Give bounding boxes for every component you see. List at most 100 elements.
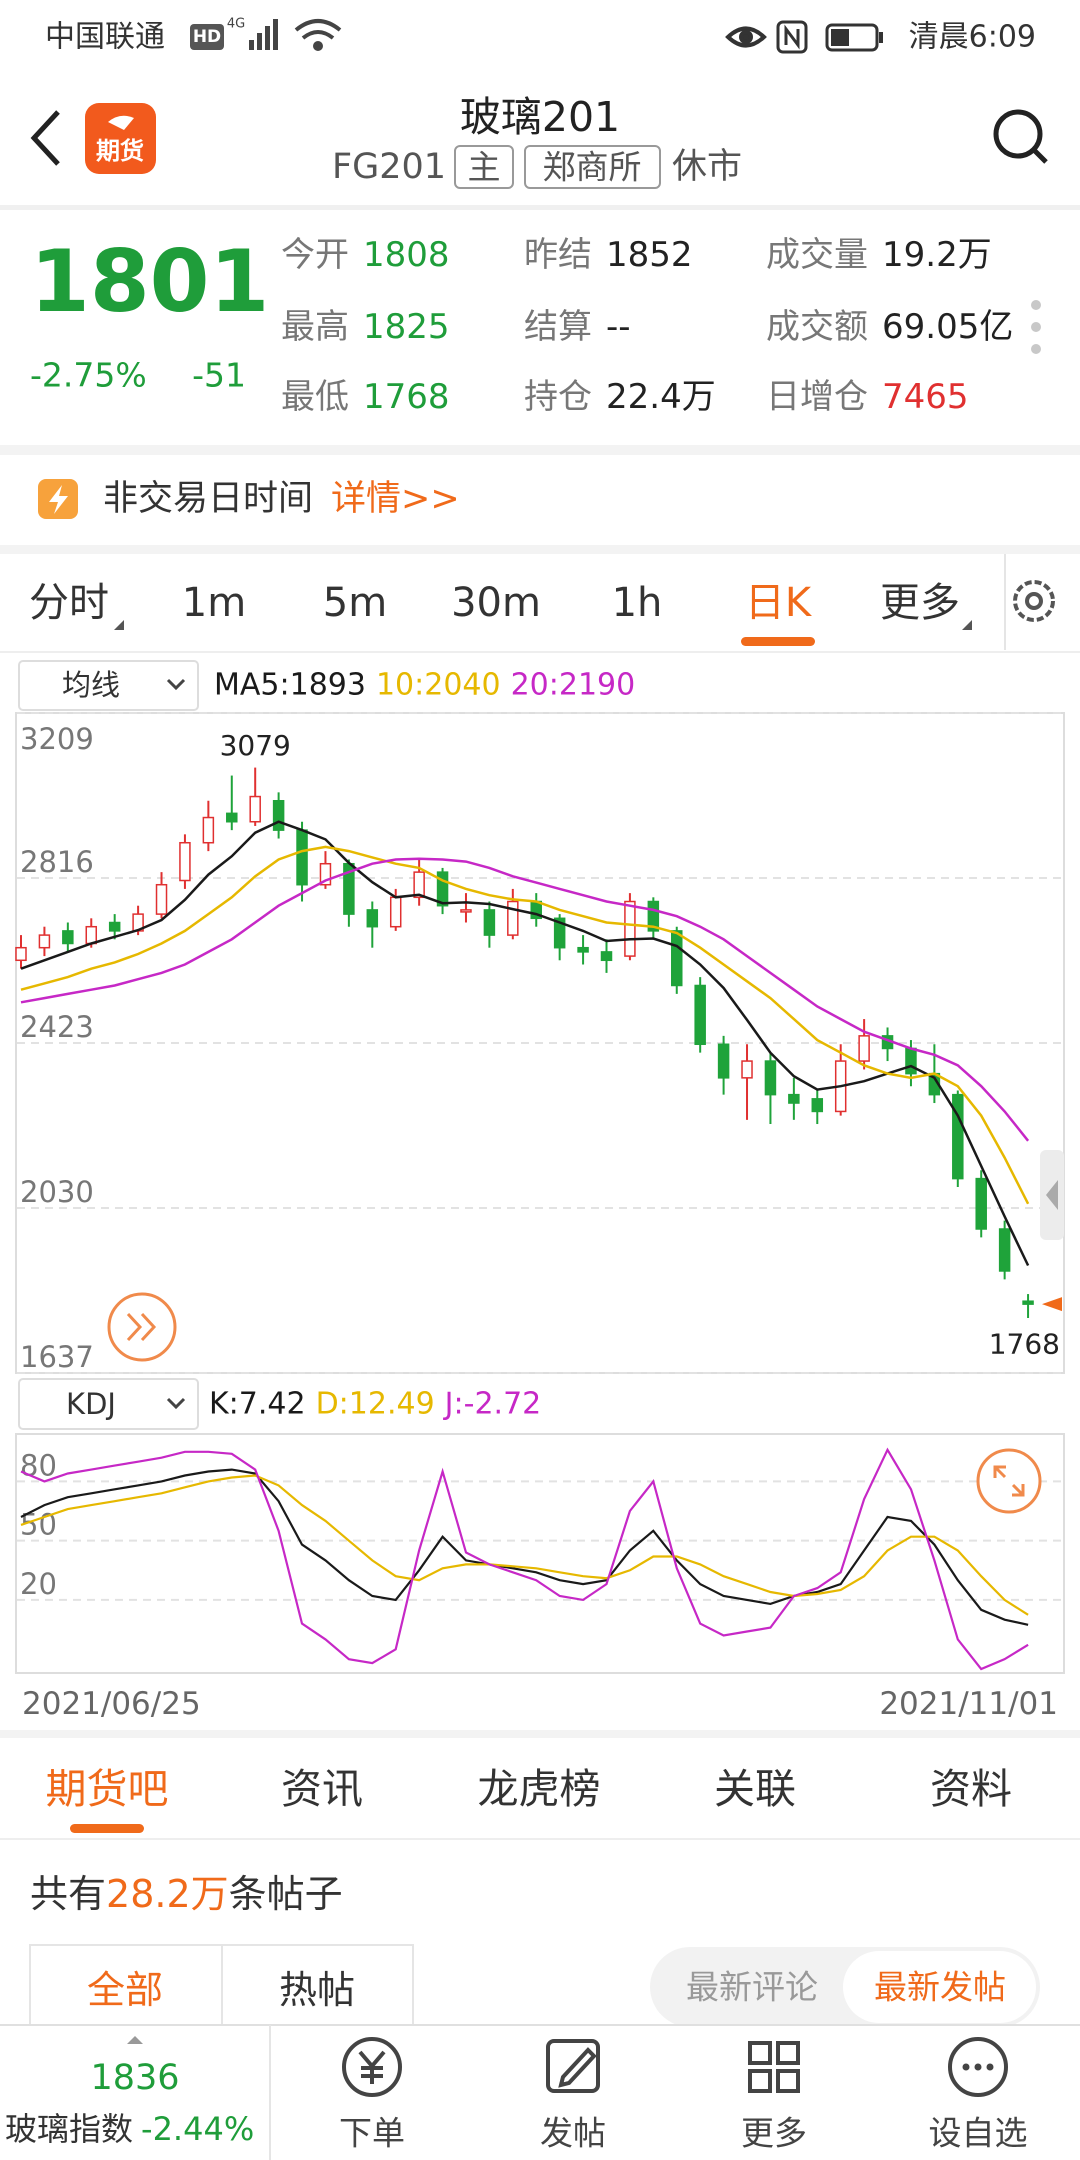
section-tab[interactable]: 资料 — [930, 1765, 1012, 1813]
indicator-select[interactable] — [18, 660, 199, 711]
candle-body — [460, 909, 472, 913]
hd-badge — [190, 24, 224, 50]
change-percent: -2.75% — [30, 356, 147, 395]
legend-entry: J:-2.72 — [443, 1387, 542, 1422]
candle-body — [108, 921, 121, 932]
period-tab[interactable]: 更多 — [880, 580, 960, 626]
legend-entry: 20:2190 — [511, 668, 636, 703]
nav-label[interactable]: 下单 — [339, 2114, 405, 2153]
carrier: 中国联通 — [45, 20, 165, 55]
indicator-line — [20, 1447, 1029, 1671]
section-tab[interactable]: 资讯 — [281, 1765, 363, 1813]
quote-label: 最低 — [281, 377, 349, 417]
candle-body — [647, 900, 660, 932]
post-count: 共有 — [30, 1872, 106, 1916]
candle-body — [671, 930, 683, 987]
candle-body — [38, 934, 51, 949]
period-tab[interactable]: 1h — [612, 580, 663, 626]
candle-body — [483, 909, 496, 936]
tag: 主 — [468, 148, 501, 187]
dropdown-mark — [962, 620, 972, 630]
divider — [0, 445, 1080, 455]
post-filter[interactable]: 热帖 — [279, 1968, 355, 2012]
hd-text: HD — [193, 27, 221, 47]
divider — [0, 1838, 1080, 1840]
expand-button[interactable] — [976, 1448, 1042, 1514]
legend-entry: K:7.42 — [209, 1387, 306, 1422]
candle-body — [413, 871, 425, 899]
indicator-select[interactable] — [18, 1378, 199, 1430]
network-text: 4G — [227, 17, 245, 32]
change: -51 — [192, 356, 246, 395]
period-tab[interactable]: 30m — [451, 580, 541, 626]
post-sort[interactable]: 最新发帖 — [874, 1968, 1006, 2007]
side-handle-arrow — [1046, 1180, 1058, 1210]
indicator-name: KDJ — [66, 1387, 116, 1421]
period-tab[interactable]: 日K — [745, 580, 813, 626]
candle-body — [717, 1043, 730, 1079]
more-dots[interactable] — [1031, 300, 1041, 354]
nfc-icon — [776, 20, 808, 54]
charts: 1637 2030 2423 2816 3209 3079 1768 20 50 80 — [15, 712, 1063, 1671]
candle-body — [319, 862, 332, 886]
battery-icon — [825, 23, 879, 52]
tag-box — [524, 145, 661, 189]
quote-value: 1768 — [363, 377, 450, 417]
candle-body — [553, 917, 566, 949]
nav-label[interactable]: 设自选 — [929, 2114, 1028, 2153]
tab-indicator — [741, 637, 815, 646]
chevron — [166, 1397, 186, 1410]
divider — [0, 1730, 1080, 1738]
candle-body — [272, 799, 285, 831]
indicator-line — [20, 1474, 1029, 1616]
candle-body — [296, 829, 308, 886]
post-sort[interactable]: 最新评论 — [686, 1968, 818, 2007]
quote-value: 19.2万 — [882, 235, 992, 275]
y-tick-label: 2816 — [20, 845, 94, 879]
quote-label: 昨结 — [524, 235, 592, 275]
section-tab[interactable]: 关联 — [714, 1765, 796, 1813]
notice-link[interactable]: 详情>> — [331, 479, 460, 519]
period-tab[interactable]: 分时 — [29, 580, 109, 626]
back-button[interactable] — [30, 110, 60, 166]
legend-entry: 10:2040 — [376, 668, 501, 703]
quote-label: 结算 — [524, 307, 592, 347]
search-button[interactable] — [993, 109, 1048, 164]
x-tick-label: 2021/06/25 — [22, 1686, 201, 1722]
index-value[interactable]: 1836 — [90, 2058, 179, 2098]
period-tab[interactable]: 1m — [182, 580, 246, 626]
y-tick-label: 80 — [20, 1448, 57, 1482]
section-tab[interactable]: 期货吧 — [46, 1765, 169, 1813]
logo-mark — [108, 115, 134, 130]
settings-button[interactable] — [1013, 580, 1055, 622]
divider — [0, 205, 1080, 210]
moving-average — [20, 820, 1030, 1267]
min-label: 1768 — [989, 1328, 1060, 1361]
notice-text: 非交易日时间 — [103, 479, 313, 519]
candle-body — [249, 795, 261, 823]
nav-label[interactable]: 更多 — [741, 2114, 807, 2153]
logo-text: 期货 — [96, 137, 144, 165]
candle-body — [764, 1060, 777, 1096]
x-tick-label: 2021/11/01 — [879, 1686, 1058, 1722]
y-tick-label: 2423 — [20, 1010, 94, 1044]
quote-value: 1825 — [363, 307, 450, 347]
candle-body — [202, 816, 215, 844]
candle-body — [998, 1228, 1011, 1272]
tag: 郑商所 — [543, 148, 642, 187]
nav-label[interactable]: 发帖 — [540, 2114, 606, 2153]
moving-average — [20, 857, 1030, 1142]
signal-icon — [249, 19, 278, 50]
sort-pill-active — [843, 1951, 1036, 2023]
market-status: 休市 — [672, 147, 742, 187]
section-tab[interactable]: 龙虎榜 — [478, 1765, 601, 1813]
battery-level — [831, 29, 849, 46]
tag-box — [454, 145, 514, 189]
jump-button[interactable] — [107, 1292, 177, 1362]
title: 玻璃201 — [460, 93, 620, 141]
candle-body — [155, 883, 168, 915]
period-tab[interactable]: 5m — [323, 580, 387, 626]
post-filter[interactable]: 全部 — [87, 1968, 163, 2012]
y-tick-label: 2030 — [20, 1175, 94, 1209]
